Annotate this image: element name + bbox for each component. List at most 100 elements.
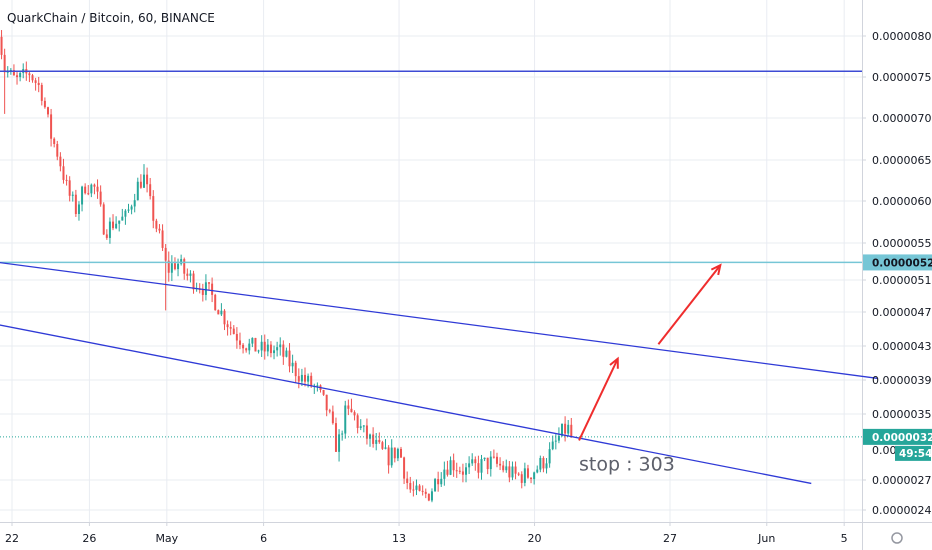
- candle-body: [164, 247, 167, 261]
- candle-body: [517, 473, 520, 475]
- candle-body: [381, 442, 384, 449]
- candle-body: [254, 337, 257, 352]
- candle-body: [189, 273, 192, 276]
- candle-body: [232, 328, 235, 334]
- candle-body: [288, 350, 291, 367]
- candle-body: [251, 337, 254, 344]
- candle-body: [16, 75, 19, 78]
- candle-body: [344, 405, 347, 434]
- candle-body: [139, 181, 142, 188]
- candle-body: [108, 221, 111, 238]
- candle-body: [34, 80, 37, 83]
- candle-body: [273, 350, 276, 354]
- candle-body: [285, 350, 288, 357]
- x-tick-label: May: [155, 532, 178, 545]
- candle-body: [276, 347, 279, 351]
- candle-body: [300, 374, 303, 382]
- candle-body: [158, 228, 161, 231]
- candle-body: [570, 424, 573, 437]
- candle-body: [266, 344, 269, 352]
- candle-body: [375, 439, 378, 444]
- candle-body: [406, 478, 409, 484]
- projection-arrow-shaft[interactable]: [578, 358, 619, 441]
- candle-body: [62, 166, 65, 180]
- candle-body: [220, 310, 223, 315]
- candle-body: [56, 143, 59, 157]
- candle-body: [31, 75, 34, 81]
- candle-body: [136, 181, 139, 201]
- candle-body: [307, 375, 310, 382]
- candle-body: [3, 54, 6, 73]
- y-tick-label: 0.00000275: [872, 474, 932, 487]
- y-tick-label: 0.00000510: [872, 274, 932, 287]
- candle-body: [146, 174, 149, 185]
- candle-body: [350, 408, 353, 413]
- candle-body: [211, 283, 214, 295]
- candle-body: [468, 463, 471, 468]
- candle-body: [372, 434, 375, 444]
- candle-body: [53, 138, 56, 144]
- candle-body: [415, 485, 418, 490]
- candle-body: [65, 179, 68, 181]
- last-price-badge: [863, 428, 932, 445]
- candle-body: [495, 456, 498, 464]
- candle-body: [180, 259, 183, 264]
- candle-body: [257, 350, 260, 352]
- candle-body: [418, 485, 421, 491]
- candle-body: [173, 263, 176, 270]
- x-tick-label: 22: [5, 532, 19, 545]
- projection-arrow-shaft[interactable]: [657, 264, 722, 345]
- y-tick-label: 0.00000430: [872, 340, 932, 353]
- y-tick-label: 0.00000750: [872, 71, 932, 84]
- candle-body: [449, 460, 452, 475]
- candle-body: [81, 186, 84, 205]
- y-tick-label: 0.00000470: [872, 306, 932, 319]
- candle-body: [186, 273, 189, 276]
- candle-body: [347, 405, 350, 409]
- candle-body: [362, 425, 365, 427]
- target-price-badge-label: 0.00000529: [872, 257, 932, 269]
- candle-body: [46, 107, 49, 115]
- candle-body: [170, 263, 173, 273]
- candle-body: [356, 415, 359, 428]
- candle-body: [6, 71, 9, 73]
- candle-body: [291, 362, 294, 367]
- candle-body: [461, 471, 464, 475]
- candle-body: [328, 410, 331, 412]
- candle-body: [235, 333, 238, 341]
- candle-body: [37, 82, 40, 85]
- candle-body: [353, 412, 356, 416]
- candle-body: [458, 470, 461, 472]
- candle-body: [403, 457, 406, 479]
- y-tick-label: 0.00000800: [872, 30, 932, 43]
- candle-body: [334, 423, 337, 452]
- candle-body: [226, 324, 229, 328]
- candle-body: [310, 375, 313, 387]
- y-tick-label: 0.00000390: [872, 374, 932, 387]
- upper-trendline[interactable]: [0, 261, 878, 379]
- candle-body: [508, 466, 511, 478]
- candle-body: [443, 469, 446, 479]
- candle-body: [359, 426, 362, 428]
- candle-body: [152, 196, 155, 221]
- candle-body: [214, 294, 217, 311]
- settings-gear-icon[interactable]: [891, 532, 903, 544]
- candle-body: [183, 259, 186, 274]
- candle-body: [99, 191, 102, 205]
- y-tick-label: 0.00000650: [872, 154, 932, 167]
- candle-body: [242, 344, 245, 349]
- candle-body: [523, 468, 526, 483]
- candle-body: [452, 460, 455, 471]
- stop-annotation[interactable]: stop : 303: [579, 453, 675, 475]
- candle-body: [465, 467, 468, 475]
- x-tick-label: 27: [663, 532, 677, 545]
- candle-body: [514, 466, 517, 474]
- lower-trendline[interactable]: [0, 324, 812, 485]
- candle-body: [331, 411, 334, 424]
- candle-body: [28, 73, 31, 76]
- candle-body: [282, 344, 285, 357]
- candle-body: [387, 447, 390, 466]
